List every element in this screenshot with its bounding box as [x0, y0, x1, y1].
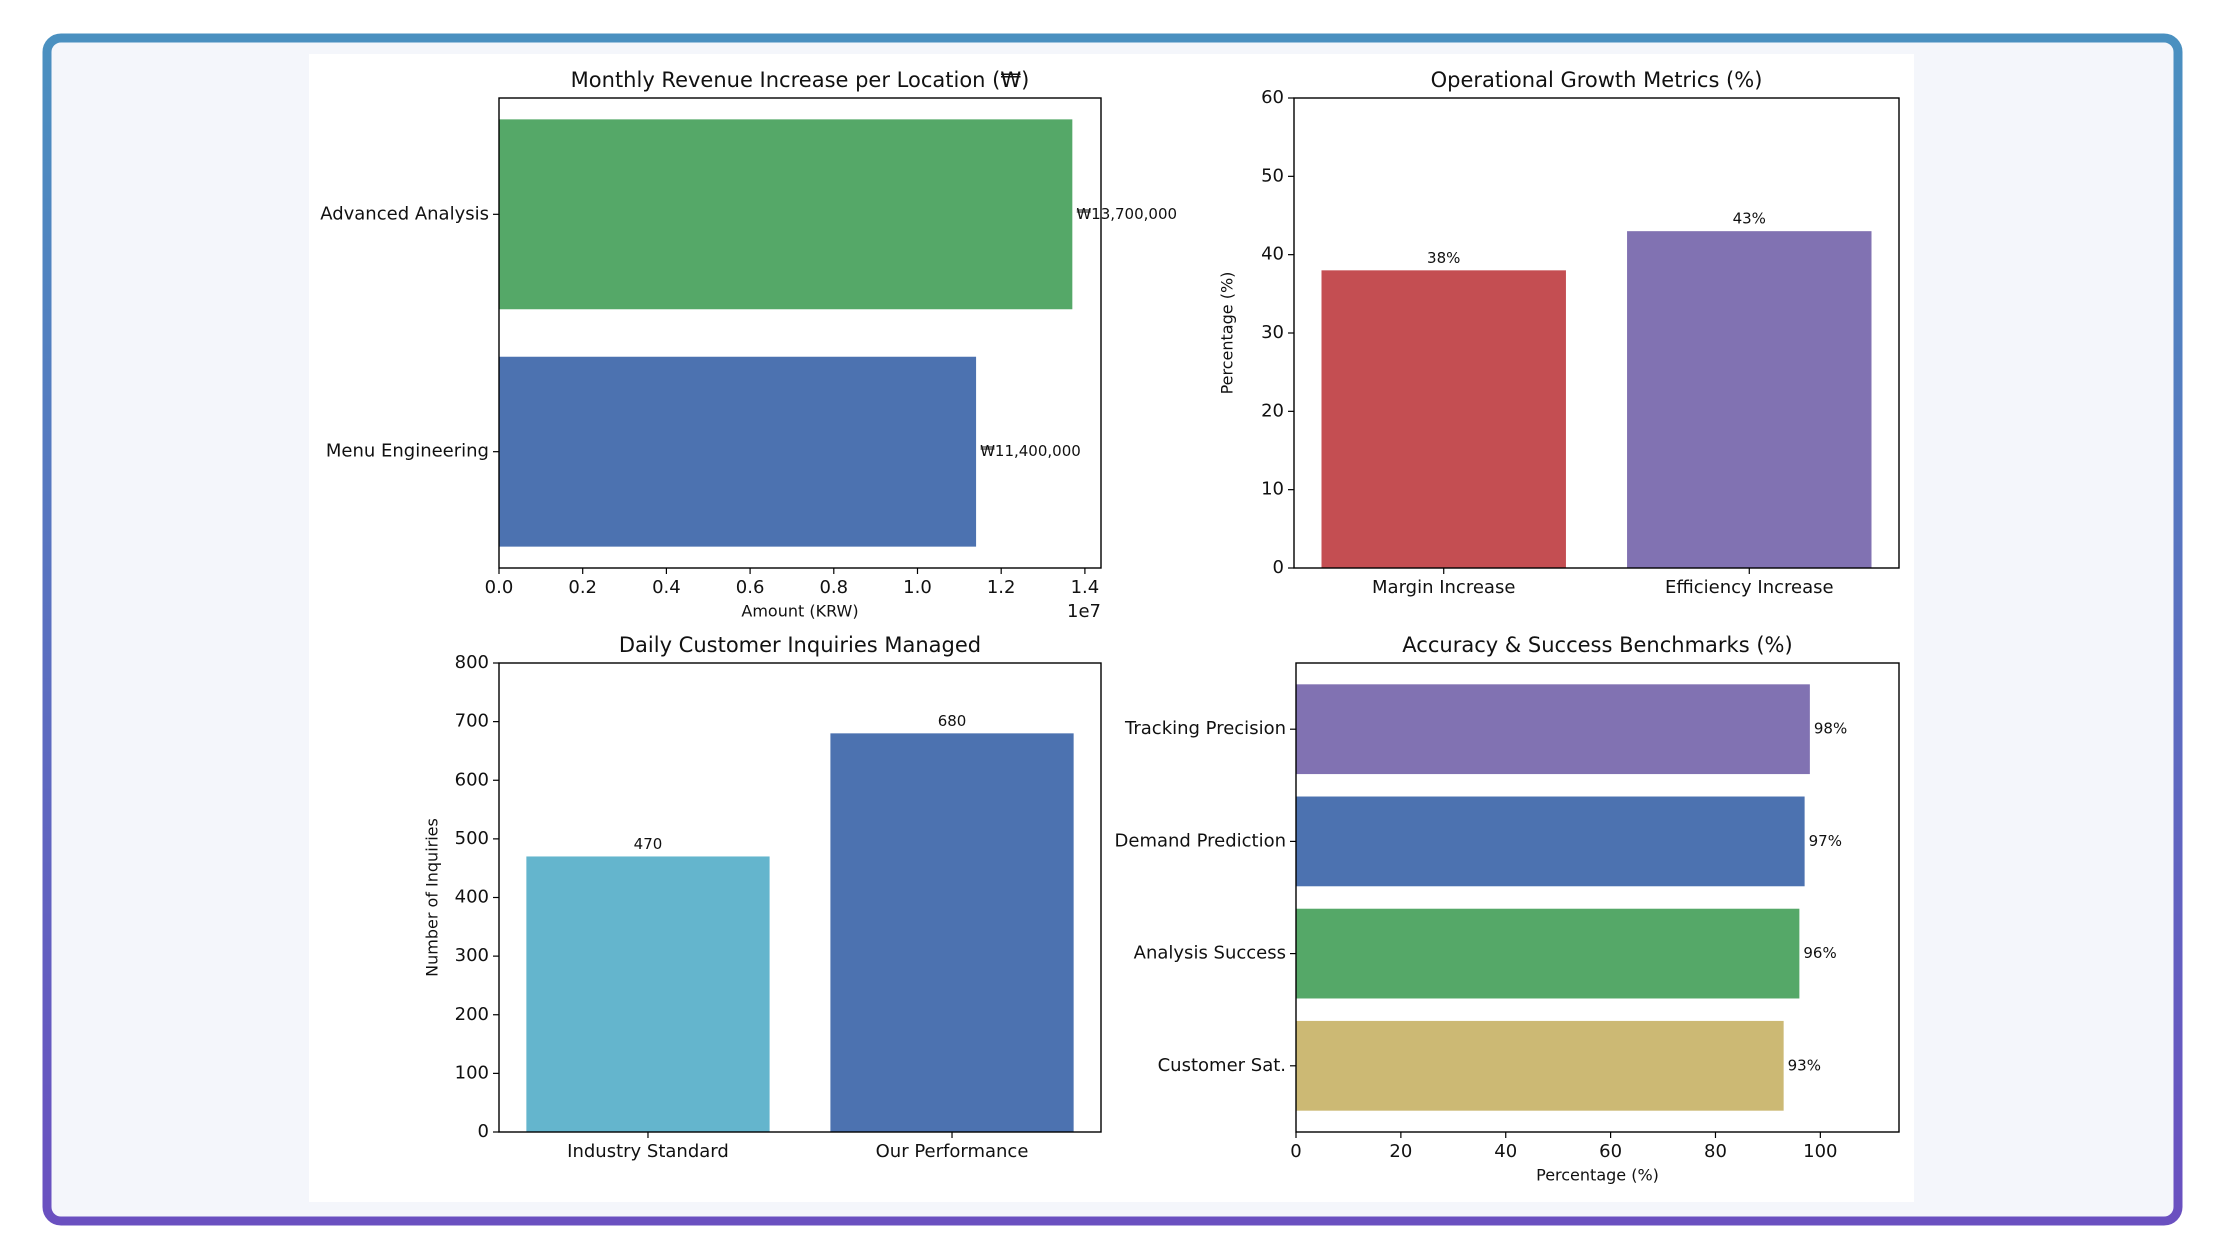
x-tick-label: 0.4: [652, 577, 681, 598]
chart-title: Operational Growth Metrics (%): [1431, 68, 1763, 92]
x-tick-label: 1.2: [987, 577, 1016, 598]
axes-frame: [1293, 97, 1900, 569]
bar: [499, 356, 977, 547]
y-tick-label: 30: [1261, 322, 1284, 343]
value-label: ₩11,400,000: [980, 442, 1081, 460]
y-tick-label: 60: [1261, 87, 1284, 108]
x-tick-label: Efficiency Increase: [1665, 577, 1834, 598]
x-tick-label: 0.6: [736, 577, 765, 598]
y-tick-label: 600: [455, 769, 489, 790]
y-tick-label: 0: [478, 1121, 489, 1142]
x-tick-label: 0.2: [568, 577, 597, 598]
value-label: ₩13,700,000: [1076, 205, 1177, 223]
x-tick-label: 40: [1494, 1141, 1517, 1162]
bar: [1296, 684, 1810, 775]
bar: [1321, 270, 1566, 568]
y-tick-label: Advanced Analysis: [320, 203, 489, 224]
value-label: 98%: [1814, 720, 1847, 738]
bar: [526, 856, 770, 1132]
bar: [1296, 1020, 1784, 1111]
value-label: 96%: [1803, 944, 1836, 962]
x-tick-label: Our Performance: [876, 1141, 1029, 1162]
y-tick-label: 400: [455, 887, 489, 908]
x-tick-label: Margin Increase: [1372, 577, 1515, 598]
value-label: 97%: [1809, 832, 1842, 850]
x-axis-label: Amount (KRW): [741, 602, 858, 621]
y-tick-label: 40: [1261, 244, 1284, 265]
y-tick-label: 800: [455, 652, 489, 673]
bar: [1296, 796, 1805, 887]
y-tick-label: 10: [1261, 479, 1284, 500]
y-tick-label: 50: [1261, 165, 1284, 186]
y-tick-label: Tracking Precision: [1124, 718, 1286, 739]
value-label: 680: [938, 712, 967, 730]
y-tick-label: 700: [455, 711, 489, 732]
x-tick-label: 0.8: [819, 577, 848, 598]
x-offset-label: 1e7: [1067, 601, 1101, 622]
x-tick-label: 20: [1389, 1141, 1412, 1162]
axes-frame: [498, 662, 1102, 1133]
y-tick-label: 100: [455, 1062, 489, 1083]
x-tick-label: 100: [1803, 1141, 1837, 1162]
y-tick-label: 200: [455, 1004, 489, 1025]
y-tick-label: 300: [455, 945, 489, 966]
axes-frame: [1295, 662, 1900, 1133]
chart-title: Monthly Revenue Increase per Location (₩…: [571, 68, 1030, 92]
bar: [499, 119, 1073, 310]
chart-title: Daily Customer Inquiries Managed: [619, 633, 981, 657]
value-label: 38%: [1427, 249, 1460, 267]
y-tick-label: 20: [1261, 400, 1284, 421]
x-tick-label: 1.4: [1071, 577, 1100, 598]
y-tick-label: 0: [1273, 557, 1284, 578]
value-label: 93%: [1788, 1056, 1821, 1074]
value-label: 470: [634, 835, 663, 853]
x-axis-label: Percentage (%): [1536, 1166, 1659, 1185]
bar: [1627, 231, 1872, 568]
x-tick-label: Industry Standard: [567, 1141, 729, 1162]
y-tick-label: Analysis Success: [1134, 943, 1286, 964]
x-tick-label: 1.0: [903, 577, 932, 598]
y-tick-label: Demand Prediction: [1115, 830, 1286, 851]
bar: [1296, 908, 1800, 999]
axes-frame: [498, 97, 1102, 569]
x-tick-label: 80: [1704, 1141, 1727, 1162]
bar: [830, 733, 1074, 1132]
y-axis-label: Percentage (%): [1218, 272, 1237, 395]
x-tick-label: 0.0: [485, 577, 514, 598]
value-label: 43%: [1733, 210, 1766, 228]
chart-title: Accuracy & Success Benchmarks (%): [1402, 633, 1792, 657]
x-tick-label: 60: [1599, 1141, 1622, 1162]
y-tick-label: Menu Engineering: [326, 441, 489, 462]
x-tick-label: 0: [1290, 1141, 1301, 1162]
y-axis-label: Number of Inquiries: [423, 818, 442, 977]
y-tick-label: 500: [455, 828, 489, 849]
y-tick-label: Customer Sat.: [1158, 1055, 1286, 1076]
